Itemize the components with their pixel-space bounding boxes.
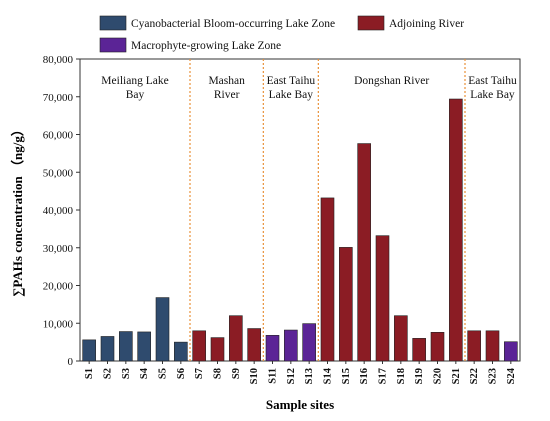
x-tick-label: S12 <box>286 368 297 384</box>
y-tick-label: 80,000 <box>43 54 74 66</box>
x-tick-label: S23 <box>488 368 499 384</box>
region-label: Mashan <box>208 75 245 87</box>
x-tick-label: S5 <box>158 368 169 379</box>
bar-s14 <box>320 197 335 362</box>
x-tick-label: S7 <box>194 368 205 379</box>
y-tick-label: 50,000 <box>43 167 74 179</box>
region-label: Dongshan River <box>354 75 429 87</box>
x-axis-title: Sample sites <box>266 397 334 412</box>
region-label: East Taihu <box>468 75 517 87</box>
x-tick-label: S16 <box>359 368 370 384</box>
bar-s18 <box>394 315 408 362</box>
bar-s13 <box>302 323 316 362</box>
bar-s8 <box>210 337 225 362</box>
bar-s4 <box>137 331 151 362</box>
y-tick-label: 30,000 <box>43 243 74 255</box>
x-tick-label: S10 <box>249 368 260 384</box>
legend-label-macro: Macrophyte-growing Lake Zone <box>131 40 281 52</box>
legend-label-river: Adjoining River <box>389 18 464 30</box>
bar-s17 <box>375 235 390 362</box>
region-label: Bay <box>126 89 145 101</box>
x-tick-label: S15 <box>341 368 352 384</box>
x-tick-label: S8 <box>213 368 224 379</box>
x-tick-label: S6 <box>176 368 187 379</box>
bar-s1 <box>82 339 96 362</box>
region-label: Lake Bay <box>269 89 314 101</box>
x-tick-label: S18 <box>396 368 407 384</box>
y-axis: 0 10,000 20,000 30,000 40,000 50,000 60,000 70,… <box>43 54 80 368</box>
region-label: River <box>214 89 240 101</box>
region-labels: Meiliang Lake Bay Mashan River East Taihu Lak… <box>101 75 517 101</box>
y-axis-title: ∑PAHs concentration （ng/g） <box>10 123 25 297</box>
bar-s20 <box>430 332 445 362</box>
x-tick-label: S21 <box>451 368 462 384</box>
x-tick-label: S17 <box>378 368 389 384</box>
x-tick-label: S4 <box>139 367 150 379</box>
region-label: Lake Bay <box>470 89 515 101</box>
bar-s19 <box>412 338 426 362</box>
y-tick-label: 10,000 <box>43 318 74 330</box>
x-tick-label: S24 <box>506 367 517 384</box>
bar-s9 <box>229 315 243 362</box>
x-tick-label: S13 <box>304 368 315 384</box>
bar-s15 <box>339 247 353 362</box>
x-tick-label: S2 <box>103 368 114 379</box>
x-tick-label: S1 <box>84 368 95 379</box>
x-tick-label: S22 <box>469 368 480 384</box>
bar-s11 <box>265 335 280 362</box>
bar-s10 <box>247 328 261 362</box>
y-tick-label: 20,000 <box>43 281 74 293</box>
y-tick-label: 0 <box>68 356 74 368</box>
x-tick-label: S14 <box>323 367 334 384</box>
y-tick-label: 70,000 <box>43 92 74 104</box>
bar-s7 <box>192 330 206 362</box>
bar-s24 <box>504 341 518 362</box>
x-tick-label: S11 <box>268 368 279 384</box>
legend: Cyanobacterial Bloom-occurring Lake Zone… <box>99 15 464 53</box>
legend-swatch-river <box>357 15 385 31</box>
x-tick-label: S3 <box>121 368 132 379</box>
bar-s5 <box>155 297 170 362</box>
bar-s23 <box>485 330 500 362</box>
legend-label-bloom: Cyanobacterial Bloom-occurring Lake Zone <box>131 18 335 30</box>
legend-swatch-macro <box>99 37 127 53</box>
bar-s6 <box>174 341 188 362</box>
x-tick-label: S19 <box>414 368 425 384</box>
y-tick-label: 40,000 <box>43 205 74 217</box>
bars <box>82 98 518 362</box>
bar-s16 <box>357 143 371 362</box>
legend-swatch-bloom <box>99 15 127 31</box>
bar-s3 <box>119 331 133 362</box>
x-tick-label: S20 <box>433 368 444 384</box>
region-label: Meiliang Lake <box>101 75 168 87</box>
bar-s12 <box>284 329 298 362</box>
region-label: East Taihu <box>267 75 316 87</box>
bar-s2 <box>100 336 115 362</box>
bar-s22 <box>467 330 481 362</box>
bar-s21 <box>449 98 463 362</box>
x-tick-label: S9 <box>231 368 242 379</box>
y-tick-label: 60,000 <box>43 130 74 142</box>
x-axis: S1 S2 S3 S4 S5 S6 S7 S8 S9 S10 S11 S12 S13 S14 S15 S16 S… <box>84 361 517 384</box>
